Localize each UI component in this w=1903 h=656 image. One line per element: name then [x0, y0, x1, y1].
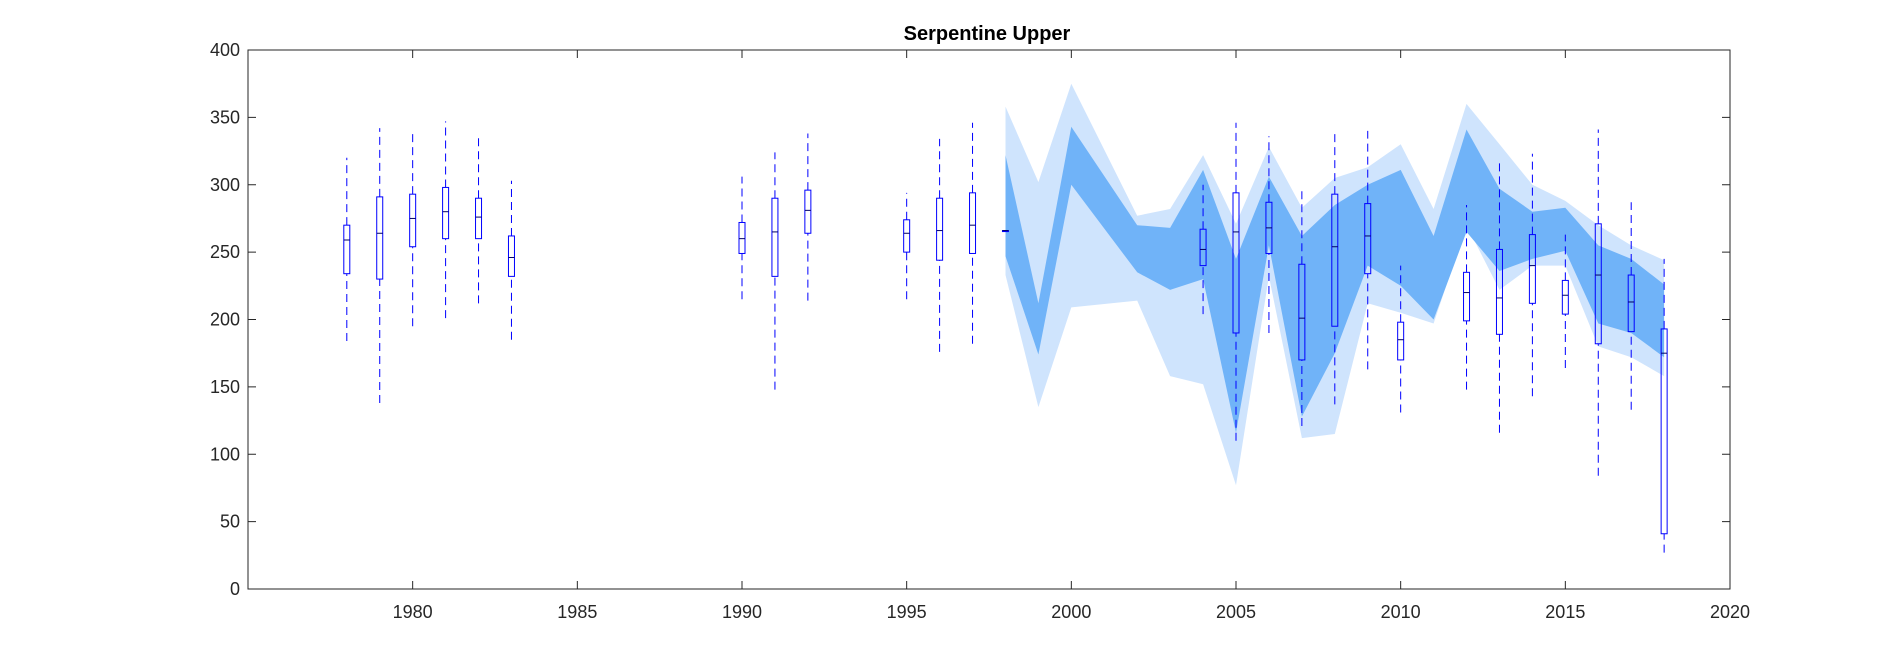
- y-tick-label: 350: [210, 107, 240, 127]
- box: [1364, 203, 1372, 275]
- box: [1232, 192, 1240, 334]
- box-1982: [475, 134, 483, 304]
- x-axis: 1980 1985 1990 1995 2000 2005 2010 2015 2020: [393, 50, 1750, 622]
- box-1978: [343, 157, 351, 342]
- y-axis: 0 50 100 150 200 250 300 350 400: [210, 40, 1730, 599]
- box: [442, 186, 450, 240]
- box-1979: [376, 128, 384, 404]
- box-1983: [507, 180, 515, 340]
- y-tick-label: 250: [210, 242, 240, 262]
- box-2004: [1199, 184, 1207, 315]
- box-1996: [936, 138, 944, 352]
- x-tick-label: 1995: [887, 602, 927, 622]
- x-tick-label: 2020: [1710, 602, 1750, 622]
- box: [1397, 321, 1405, 361]
- box-1980: [409, 129, 417, 327]
- box-series: [343, 121, 1668, 553]
- box-2008: [1331, 129, 1339, 405]
- box: [1528, 234, 1536, 304]
- box: [969, 192, 977, 254]
- box: [936, 197, 944, 261]
- box: [771, 197, 779, 277]
- box-1990: [738, 176, 746, 300]
- box: [409, 193, 417, 248]
- box-2017: [1627, 202, 1635, 410]
- plot-area-frame: [247, 49, 1731, 590]
- box: [507, 235, 515, 277]
- box-2018: [1660, 258, 1668, 553]
- box: [1594, 223, 1602, 345]
- box-1998: [1001, 230, 1009, 233]
- chart-title: Serpentine Upper: [904, 23, 1071, 45]
- box-2012: [1463, 204, 1471, 390]
- box-2006: [1265, 136, 1273, 333]
- y-tick-label: 50: [220, 512, 240, 532]
- x-tick-label: 2005: [1216, 602, 1256, 622]
- box: [1660, 328, 1668, 535]
- box-2013: [1495, 163, 1503, 433]
- box: [1298, 263, 1306, 361]
- box-2015: [1561, 234, 1569, 369]
- box-1992: [804, 133, 812, 301]
- x-tick-label: 1985: [557, 602, 597, 622]
- y-tick-label: 400: [210, 40, 240, 60]
- box: [1561, 279, 1569, 315]
- box: [738, 221, 746, 254]
- box-1991: [771, 152, 779, 390]
- box: [804, 189, 812, 234]
- box: [1627, 274, 1635, 333]
- box-2009: [1364, 130, 1372, 370]
- confidence-bands: [1005, 83, 1665, 486]
- box: [1495, 248, 1503, 335]
- x-tick-label: 2000: [1051, 602, 1091, 622]
- box-2010: [1397, 265, 1405, 413]
- box-1997: [969, 122, 977, 344]
- x-tick-label: 2010: [1381, 602, 1421, 622]
- box: [1463, 271, 1471, 322]
- y-tick-label: 100: [210, 444, 240, 464]
- box-1995: [903, 192, 911, 300]
- box-2007: [1298, 188, 1306, 426]
- box: [343, 224, 351, 275]
- box: [1331, 193, 1339, 327]
- box-1981: [442, 121, 450, 319]
- box-2005: [1232, 122, 1240, 441]
- y-tick-label: 150: [210, 377, 240, 397]
- box-2016: [1594, 129, 1602, 476]
- box: [475, 197, 483, 240]
- y-tick-label: 200: [210, 310, 240, 330]
- box-2014: [1528, 153, 1536, 397]
- x-tick-label: 1990: [722, 602, 762, 622]
- y-tick-label: 0: [230, 579, 240, 599]
- box: [903, 219, 911, 253]
- box: [376, 196, 384, 280]
- x-tick-label: 1980: [393, 602, 433, 622]
- y-tick-label: 300: [210, 175, 240, 195]
- x-tick-label: 2015: [1545, 602, 1585, 622]
- box: [1199, 228, 1207, 267]
